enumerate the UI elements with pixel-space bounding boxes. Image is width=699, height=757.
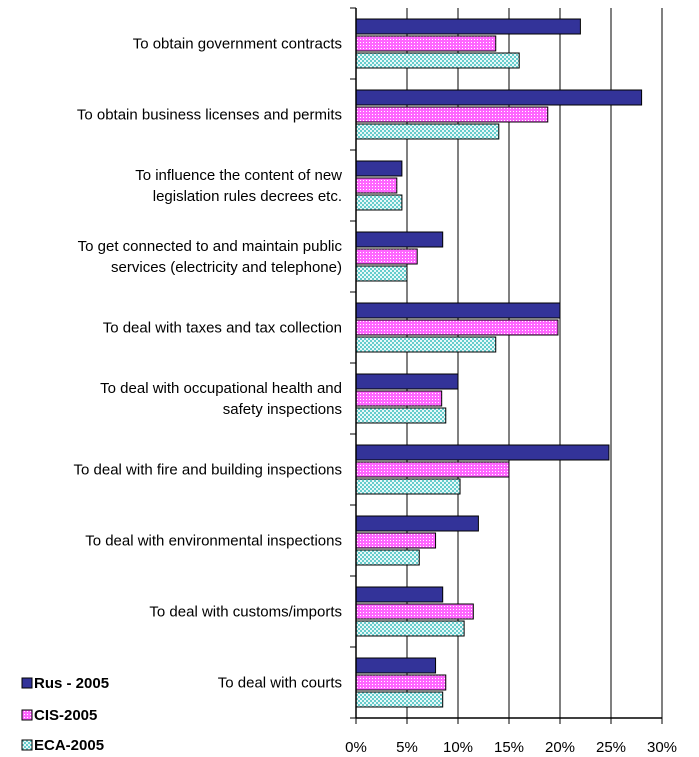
x-tick-label: 5% bbox=[396, 739, 418, 756]
bar bbox=[355, 231, 444, 248]
legend-item: CIS-2005 bbox=[21, 707, 97, 724]
legend-swatch bbox=[21, 739, 33, 751]
bar bbox=[355, 444, 610, 461]
category-label: To get connected to and maintain public s… bbox=[78, 238, 343, 276]
bar bbox=[355, 461, 510, 478]
bar bbox=[355, 478, 461, 495]
bar bbox=[355, 18, 581, 35]
bar bbox=[355, 515, 479, 532]
legend-item: Rus - 2005 bbox=[21, 675, 109, 692]
legend-swatch bbox=[21, 709, 33, 721]
bar bbox=[355, 248, 418, 265]
x-tick-label: 10% bbox=[443, 739, 473, 756]
bar bbox=[355, 407, 447, 424]
bar bbox=[355, 390, 443, 407]
bar bbox=[355, 319, 559, 336]
bar bbox=[355, 674, 447, 691]
category-label: To influence the content of new legislati… bbox=[135, 167, 342, 205]
bar bbox=[355, 52, 520, 69]
bars bbox=[355, 18, 643, 708]
bar bbox=[355, 177, 398, 194]
bar bbox=[355, 549, 420, 566]
category-labels: To obtain government contracts To obtain … bbox=[74, 36, 343, 692]
category-label: To deal with fire and building inspectio… bbox=[74, 462, 343, 479]
bar bbox=[355, 106, 549, 123]
axes bbox=[350, 7, 663, 724]
bar bbox=[355, 373, 459, 390]
bar bbox=[355, 586, 444, 603]
x-tick-label: 30% bbox=[647, 739, 677, 756]
legend-label: CIS-2005 bbox=[34, 707, 97, 724]
bar bbox=[355, 89, 643, 106]
category-label: To deal with environmental inspections bbox=[85, 533, 342, 550]
bar bbox=[355, 603, 474, 620]
x-tick-labels: 0% 5% 10% 15% 20% 25% 30% bbox=[345, 739, 677, 756]
bar bbox=[355, 691, 444, 708]
bar bbox=[355, 35, 497, 52]
bar bbox=[355, 302, 561, 319]
bar bbox=[355, 620, 465, 637]
bar bbox=[355, 336, 497, 353]
x-tick-label: 25% bbox=[596, 739, 626, 756]
bar bbox=[355, 657, 437, 674]
category-label: To obtain government contracts bbox=[133, 36, 342, 53]
legend-label: Rus - 2005 bbox=[34, 675, 109, 692]
category-label: To deal with occupational health and safe… bbox=[100, 380, 342, 418]
category-label: To deal with taxes and tax collection bbox=[103, 320, 342, 337]
category-label: To obtain business licenses and permits bbox=[77, 107, 342, 124]
legend-label: ECA-2005 bbox=[34, 737, 104, 754]
bar bbox=[355, 194, 403, 211]
bar bbox=[355, 123, 500, 140]
x-tick-label: 15% bbox=[494, 739, 524, 756]
legend: Rus - 2005 CIS-2005 ECA-2005 bbox=[21, 675, 109, 754]
legend-item: ECA-2005 bbox=[21, 737, 104, 754]
legend-swatch bbox=[21, 677, 33, 689]
x-tick-label: 0% bbox=[345, 739, 367, 756]
bar bbox=[355, 532, 437, 549]
x-tick-label: 20% bbox=[545, 739, 575, 756]
category-label: To deal with courts bbox=[218, 675, 342, 692]
category-label: To deal with customs/imports bbox=[149, 604, 342, 621]
bar bbox=[355, 265, 408, 282]
bar bbox=[355, 160, 403, 177]
